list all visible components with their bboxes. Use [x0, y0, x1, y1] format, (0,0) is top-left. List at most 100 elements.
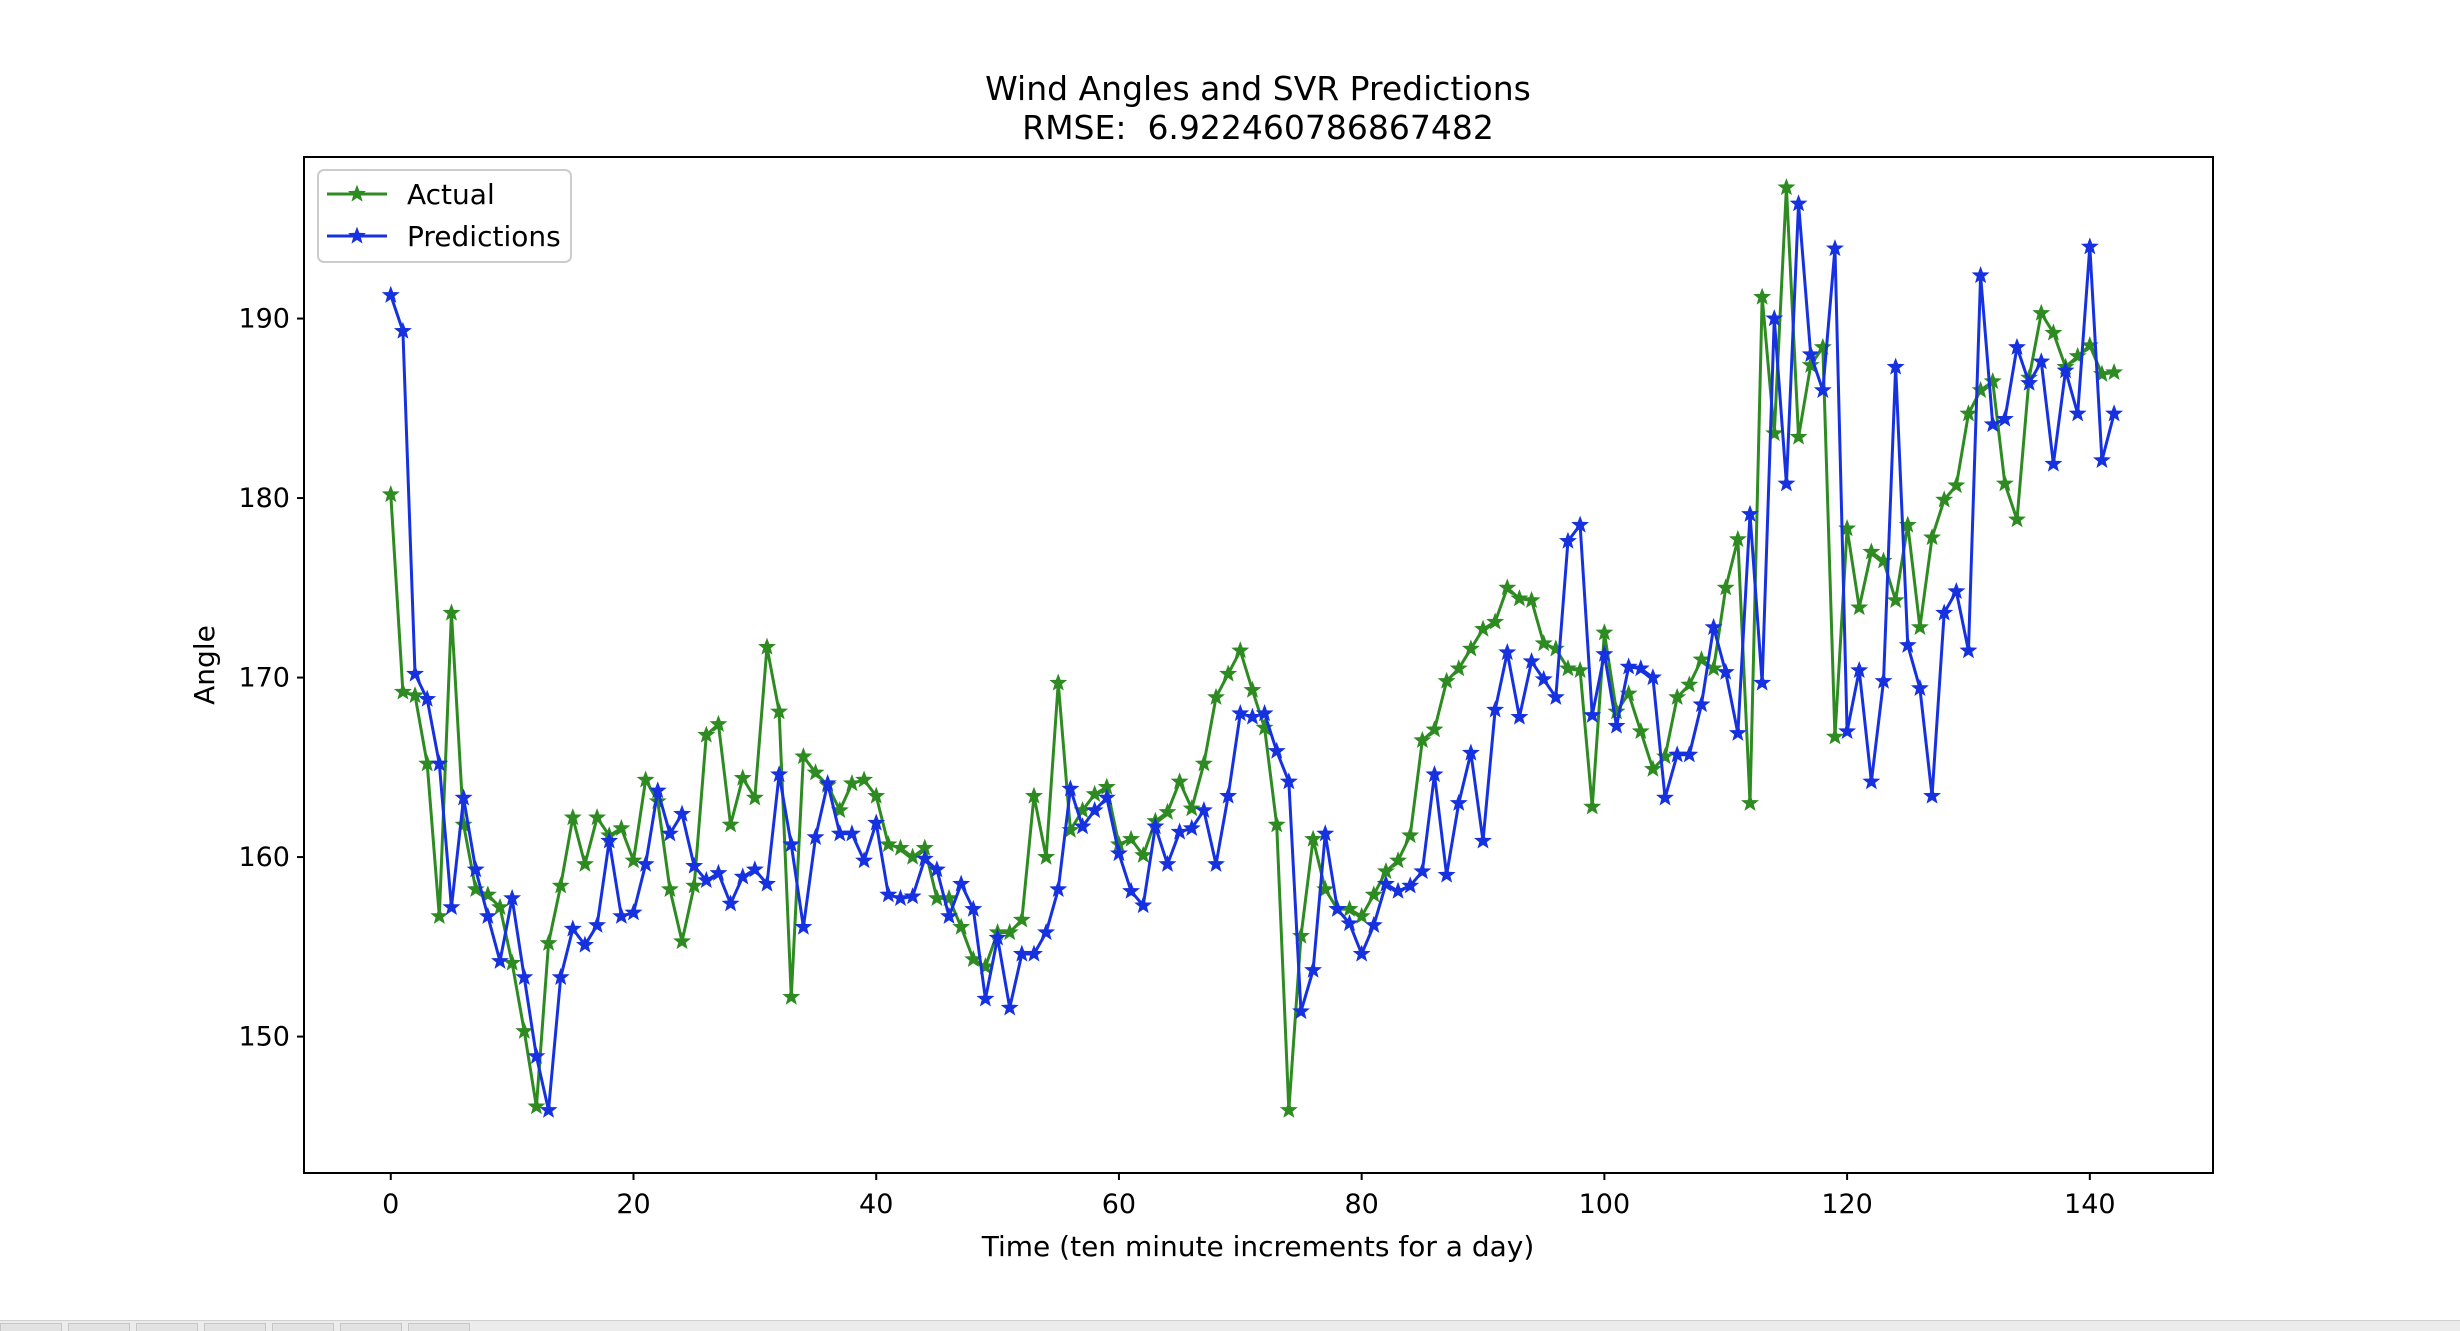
data-point [1413, 862, 1432, 880]
data-point [1789, 427, 1808, 445]
data-point [903, 887, 922, 905]
data-point [393, 682, 412, 700]
data-point [648, 781, 667, 799]
data-point [1534, 634, 1553, 652]
data-point [1825, 727, 1844, 745]
legend: Actual Predictions [317, 169, 572, 263]
data-point [1279, 772, 1298, 790]
y-tick-label: 190 [238, 304, 290, 335]
toolbar-button[interactable] [204, 1323, 266, 1331]
data-point [1134, 845, 1153, 863]
data-point [454, 815, 473, 833]
toolbar-button[interactable] [340, 1323, 402, 1331]
x-tick-label: 20 [616, 1189, 650, 1220]
data-point [1085, 800, 1104, 819]
data-point [1049, 673, 1068, 691]
toolbar-button[interactable] [0, 1323, 62, 1331]
data-point [527, 1046, 546, 1064]
data-point [1267, 741, 1286, 759]
plot-frame [303, 156, 2214, 1174]
data-point [1461, 639, 1480, 657]
data-point [1704, 617, 1723, 635]
data-point [1061, 779, 1080, 797]
data-point [1255, 704, 1274, 722]
data-point [1777, 474, 1796, 492]
data-point [442, 603, 461, 621]
data-point [1364, 915, 1383, 933]
data-point [1643, 759, 1662, 777]
data-point [515, 967, 534, 985]
data-point [1850, 660, 1869, 679]
data-point [1170, 822, 1189, 840]
data-point [1219, 786, 1238, 804]
toolbar-button[interactable] [272, 1323, 334, 1331]
data-point [1389, 881, 1408, 899]
data-point [381, 285, 400, 303]
data-point [1474, 619, 1492, 637]
data-point [1716, 662, 1735, 680]
data-point [721, 815, 740, 833]
toolbar-button[interactable] [136, 1323, 198, 1331]
data-point [430, 906, 449, 924]
data-point [503, 888, 522, 906]
data-point [1279, 1100, 1298, 1118]
data-point [1947, 581, 1966, 600]
data-point [685, 856, 704, 874]
data-point [1862, 772, 1881, 790]
data-point [867, 786, 886, 804]
data-point [1376, 874, 1395, 892]
data-point [770, 702, 789, 720]
data-point [1134, 896, 1153, 914]
data-point [1801, 355, 1820, 373]
data-point [1413, 730, 1432, 749]
data-point [1862, 542, 1881, 560]
data-point [1643, 668, 1662, 686]
data-point [1328, 899, 1347, 917]
toolbar-button[interactable] [68, 1323, 130, 1331]
data-point [660, 879, 679, 898]
data-point [1741, 793, 1759, 811]
data-point [1631, 659, 1650, 677]
data-point [927, 860, 946, 878]
toolbar-button[interactable] [408, 1323, 470, 1331]
legend-label: Actual [407, 178, 495, 211]
data-point [454, 788, 473, 806]
data-point [964, 899, 983, 917]
data-point [600, 831, 619, 849]
data-point [1668, 687, 1687, 705]
data-point [1923, 786, 1942, 804]
data-point [855, 770, 874, 788]
data-point [660, 824, 679, 842]
data-point [673, 932, 692, 950]
legend-label: Predictions [407, 220, 561, 253]
data-point [733, 768, 752, 786]
data-point [539, 933, 558, 951]
data-point [1692, 650, 1711, 668]
data-point [2044, 323, 2063, 341]
data-point [1959, 641, 1978, 659]
data-point [1049, 879, 1068, 898]
data-point [745, 860, 764, 878]
data-point [1304, 829, 1323, 847]
data-point [1085, 784, 1104, 802]
data-point [1255, 718, 1274, 736]
data-point [879, 885, 898, 903]
data-point [1789, 194, 1808, 212]
data-point [1486, 700, 1505, 718]
data-point [1146, 817, 1165, 835]
data-point [1182, 818, 1201, 836]
data-point [1122, 829, 1141, 847]
data-point [1765, 309, 1784, 327]
data-point [1510, 589, 1529, 607]
data-point [1194, 754, 1213, 772]
data-point [1437, 865, 1456, 883]
data-point [1207, 687, 1225, 705]
y-tick-label: 150 [238, 1022, 290, 1053]
data-point [2105, 362, 2124, 381]
data-point [1243, 707, 1262, 725]
data-point [1874, 671, 1893, 689]
data-point [1340, 914, 1359, 932]
data-point [2020, 373, 2039, 391]
data-point [1498, 578, 1517, 596]
